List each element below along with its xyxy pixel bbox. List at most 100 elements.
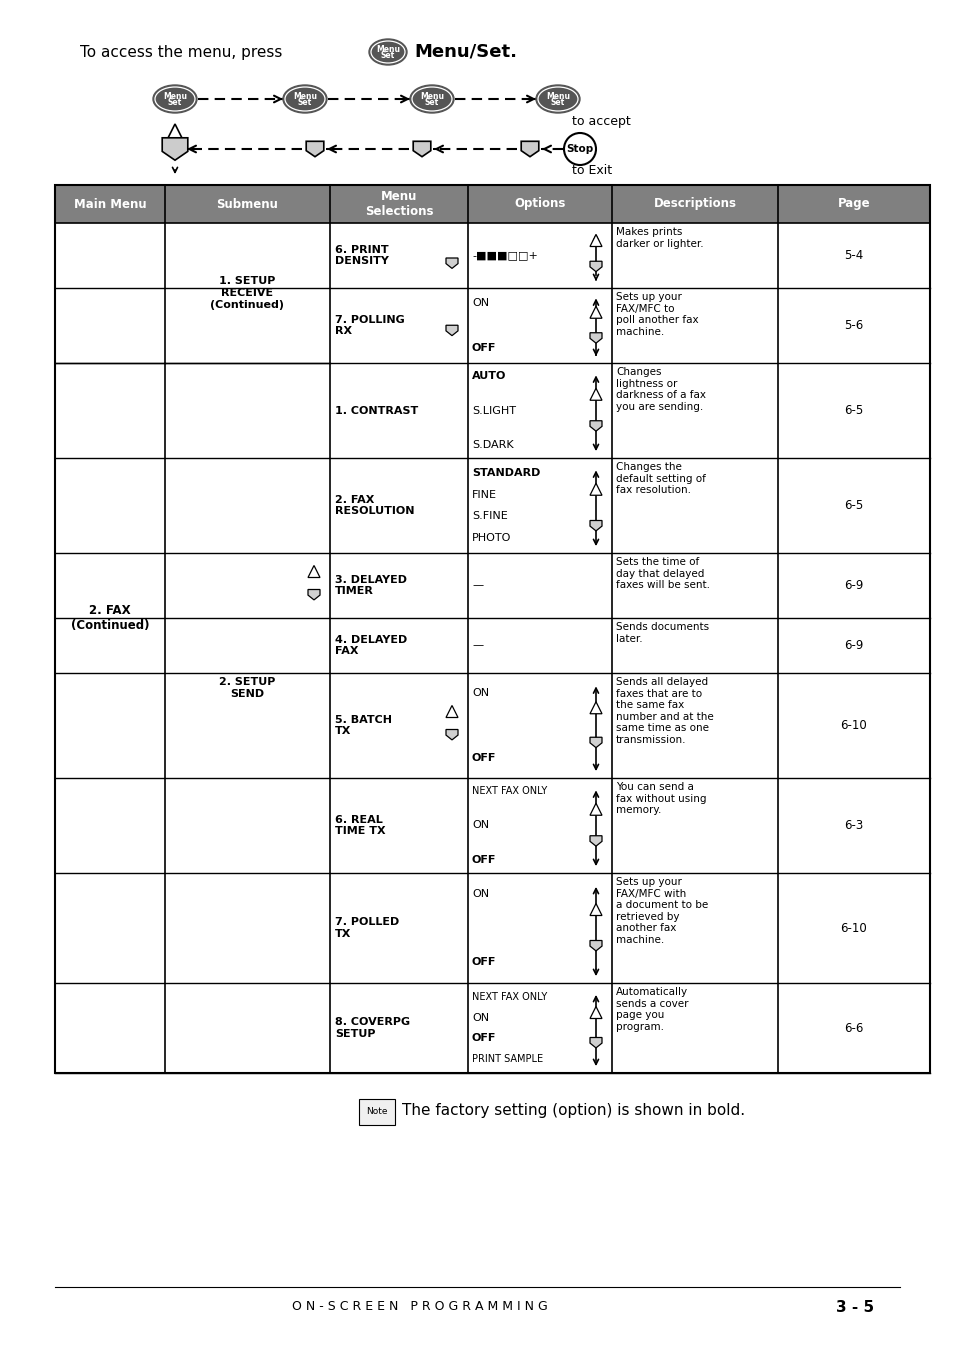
- Text: Sends documents
later.: Sends documents later.: [616, 622, 708, 644]
- Text: Submenu: Submenu: [216, 197, 278, 211]
- Text: —: —: [472, 641, 482, 650]
- Polygon shape: [589, 1037, 601, 1048]
- Text: 6. REAL
TIME TX: 6. REAL TIME TX: [335, 815, 385, 837]
- Polygon shape: [589, 388, 601, 400]
- Text: NEXT FAX ONLY: NEXT FAX ONLY: [472, 786, 547, 796]
- Text: Note: Note: [366, 1107, 387, 1117]
- Text: Set: Set: [424, 97, 438, 107]
- Text: 6-10: 6-10: [840, 922, 866, 934]
- Polygon shape: [446, 326, 457, 335]
- Text: Sets the time of
day that delayed
faxes will be sent.: Sets the time of day that delayed faxes …: [616, 557, 709, 591]
- Text: OFF: OFF: [472, 753, 496, 763]
- Text: Menu/Set.: Menu/Set.: [414, 43, 517, 61]
- Polygon shape: [165, 124, 185, 143]
- Text: Set: Set: [168, 97, 182, 107]
- Text: Menu: Menu: [545, 92, 569, 101]
- Polygon shape: [306, 142, 323, 157]
- Polygon shape: [589, 803, 601, 815]
- Polygon shape: [589, 420, 601, 431]
- Ellipse shape: [410, 85, 454, 114]
- Text: 2. FAX
(Continued): 2. FAX (Continued): [71, 604, 149, 631]
- Polygon shape: [589, 521, 601, 531]
- Text: 6-5: 6-5: [843, 499, 862, 512]
- Text: Menu: Menu: [419, 92, 443, 101]
- Text: You can send a
fax without using
memory.: You can send a fax without using memory.: [616, 781, 706, 815]
- Text: 1. SETUP
RECEIVE
(Continued): 1. SETUP RECEIVE (Continued): [211, 276, 284, 310]
- Text: 6-3: 6-3: [843, 819, 862, 831]
- Polygon shape: [589, 941, 601, 950]
- Text: Set: Set: [550, 97, 564, 107]
- Text: Set: Set: [297, 97, 312, 107]
- Text: 2. FAX
RESOLUTION: 2. FAX RESOLUTION: [335, 495, 414, 516]
- Polygon shape: [413, 142, 431, 157]
- Text: S.DARK: S.DARK: [472, 441, 513, 450]
- Text: 7. POLLING
RX: 7. POLLING RX: [335, 315, 404, 337]
- Text: S.FINE: S.FINE: [472, 511, 507, 522]
- Text: Automatically
sends a cover
page you
program.: Automatically sends a cover page you pro…: [616, 987, 688, 1032]
- Text: PHOTO: PHOTO: [472, 533, 511, 544]
- Text: NEXT FAX ONLY: NEXT FAX ONLY: [472, 992, 547, 1002]
- Text: 2. SETUP
SEND: 2. SETUP SEND: [219, 677, 275, 699]
- Text: 6-9: 6-9: [843, 639, 862, 652]
- Polygon shape: [589, 702, 601, 714]
- Text: Page: Page: [837, 197, 869, 211]
- Text: Menu: Menu: [293, 92, 316, 101]
- Text: ON: ON: [472, 688, 489, 698]
- Text: Sends all delayed
faxes that are to
the same fax
number and at the
same time as : Sends all delayed faxes that are to the …: [616, 677, 713, 745]
- Text: OFF: OFF: [472, 343, 496, 353]
- Text: ON: ON: [472, 821, 489, 830]
- Polygon shape: [308, 565, 319, 577]
- Polygon shape: [589, 1006, 601, 1018]
- Text: 6. PRINT
DENSITY: 6. PRINT DENSITY: [335, 245, 389, 266]
- Text: Descriptions: Descriptions: [653, 197, 736, 211]
- Text: 8. COVERPG
SETUP: 8. COVERPG SETUP: [335, 1017, 410, 1038]
- Text: Stop: Stop: [566, 145, 593, 154]
- FancyBboxPatch shape: [358, 1099, 395, 1125]
- Text: Makes prints
darker or lighter.: Makes prints darker or lighter.: [616, 227, 703, 249]
- Text: ON: ON: [472, 299, 489, 308]
- Text: Options: Options: [514, 197, 565, 211]
- Text: STANDARD: STANDARD: [472, 468, 539, 477]
- Text: to accept: to accept: [572, 115, 630, 127]
- Text: Changes the
default setting of
fax resolution.: Changes the default setting of fax resol…: [616, 462, 705, 495]
- Text: -■■■□□+: -■■■□□+: [472, 250, 537, 261]
- Text: 7. POLLED
TX: 7. POLLED TX: [335, 917, 399, 938]
- Text: 6-6: 6-6: [843, 1022, 862, 1034]
- Text: PRINT SAMPLE: PRINT SAMPLE: [472, 1053, 542, 1064]
- Polygon shape: [446, 258, 457, 269]
- Text: OFF: OFF: [472, 856, 496, 865]
- Text: OFF: OFF: [472, 957, 496, 967]
- Text: 5-4: 5-4: [843, 249, 862, 262]
- Polygon shape: [589, 307, 601, 318]
- Text: AUTO: AUTO: [472, 370, 506, 381]
- Text: 6-9: 6-9: [843, 579, 862, 592]
- Polygon shape: [589, 737, 601, 748]
- Polygon shape: [446, 706, 457, 718]
- Text: to Exit: to Exit: [572, 165, 612, 177]
- Polygon shape: [589, 836, 601, 846]
- Text: Menu: Menu: [375, 45, 399, 54]
- Text: O N - S C R E E N   P R O G R A M M I N G: O N - S C R E E N P R O G R A M M I N G: [292, 1301, 547, 1314]
- Text: To access the menu, press: To access the menu, press: [80, 45, 282, 59]
- Bar: [55, 185, 929, 223]
- Ellipse shape: [283, 85, 327, 114]
- Polygon shape: [589, 261, 601, 272]
- Ellipse shape: [536, 85, 579, 114]
- Text: 3 - 5: 3 - 5: [835, 1299, 873, 1314]
- Text: 5-6: 5-6: [843, 319, 862, 333]
- Text: 3. DELAYED
TIMER: 3. DELAYED TIMER: [335, 575, 407, 596]
- Polygon shape: [520, 142, 538, 157]
- Text: Changes
lightness or
darkness of a fax
you are sending.: Changes lightness or darkness of a fax y…: [616, 366, 705, 412]
- Text: ON: ON: [472, 1013, 489, 1022]
- Text: S.LIGHT: S.LIGHT: [472, 406, 516, 415]
- Polygon shape: [162, 138, 188, 160]
- Text: 5. BATCH
TX: 5. BATCH TX: [335, 715, 392, 737]
- Polygon shape: [589, 333, 601, 343]
- Text: The factory setting (option) is shown in bold.: The factory setting (option) is shown in…: [401, 1103, 744, 1118]
- Ellipse shape: [152, 85, 196, 114]
- Text: 4. DELAYED
FAX: 4. DELAYED FAX: [335, 634, 407, 656]
- Text: 6-5: 6-5: [843, 404, 862, 416]
- Circle shape: [563, 132, 596, 165]
- Polygon shape: [308, 589, 319, 600]
- Ellipse shape: [369, 39, 407, 65]
